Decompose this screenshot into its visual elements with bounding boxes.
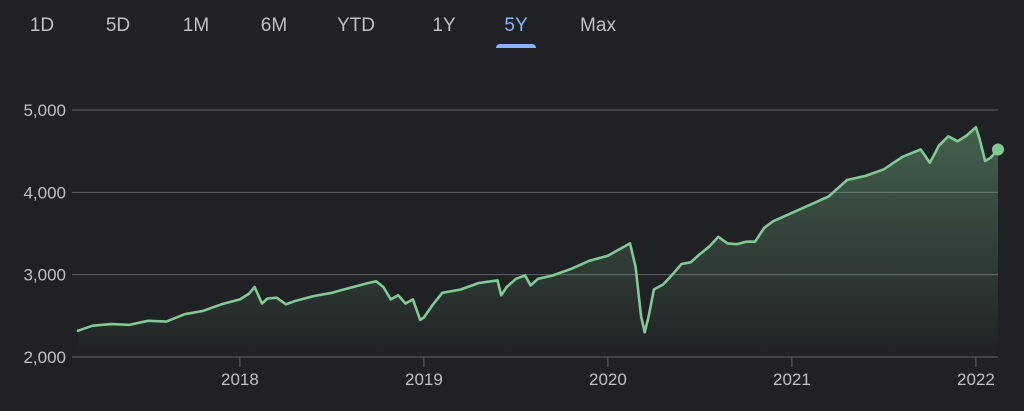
tab-label: 5Y xyxy=(504,15,528,36)
x-tick-label: 2019 xyxy=(405,370,443,389)
price-chart: 2,000 3,000 4,000 5,000 2018 2019 2020 2021 202… xyxy=(23,101,1004,389)
tab-6m[interactable]: 6M xyxy=(252,6,296,46)
area-fill xyxy=(78,127,998,357)
range-tabs: 1D 5D 1M 6M YTD 1Y 5Y Max xyxy=(0,0,1024,56)
x-tick-label: 2022 xyxy=(957,370,995,389)
series-line xyxy=(76,126,1000,334)
tab-label: 5D xyxy=(105,15,131,36)
x-tick-label: 2021 xyxy=(773,370,811,389)
tab-1d[interactable]: 1D xyxy=(24,6,60,46)
x-axis: 2018 2019 2020 2021 2022 xyxy=(221,357,995,389)
tab-5d[interactable]: 5D xyxy=(100,6,136,46)
current-value-marker xyxy=(992,143,1004,156)
x-tick-label: 2020 xyxy=(589,370,627,389)
tab-label: YTD xyxy=(337,15,375,36)
y-tick-label: 5,000 xyxy=(23,101,66,120)
tab-label: 1M xyxy=(182,15,210,36)
tab-ytd[interactable]: YTD xyxy=(330,6,382,46)
tab-max[interactable]: Max xyxy=(572,6,624,46)
tab-label: 6M xyxy=(260,15,288,36)
active-tab-indicator xyxy=(496,44,536,48)
y-tick-label: 2,000 xyxy=(23,348,66,367)
tab-label: 1D xyxy=(29,15,55,36)
tab-5y[interactable]: 5Y xyxy=(496,6,536,48)
tab-label: 1Y xyxy=(432,15,456,36)
y-tick-label: 4,000 xyxy=(23,183,66,202)
x-tick-label: 2018 xyxy=(221,370,259,389)
y-axis: 2,000 3,000 4,000 5,000 xyxy=(23,101,66,367)
tab-label: Max xyxy=(580,15,616,36)
tab-1m[interactable]: 1M xyxy=(176,6,216,46)
y-tick-label: 3,000 xyxy=(23,266,66,285)
tab-1y[interactable]: 1Y xyxy=(424,6,464,46)
